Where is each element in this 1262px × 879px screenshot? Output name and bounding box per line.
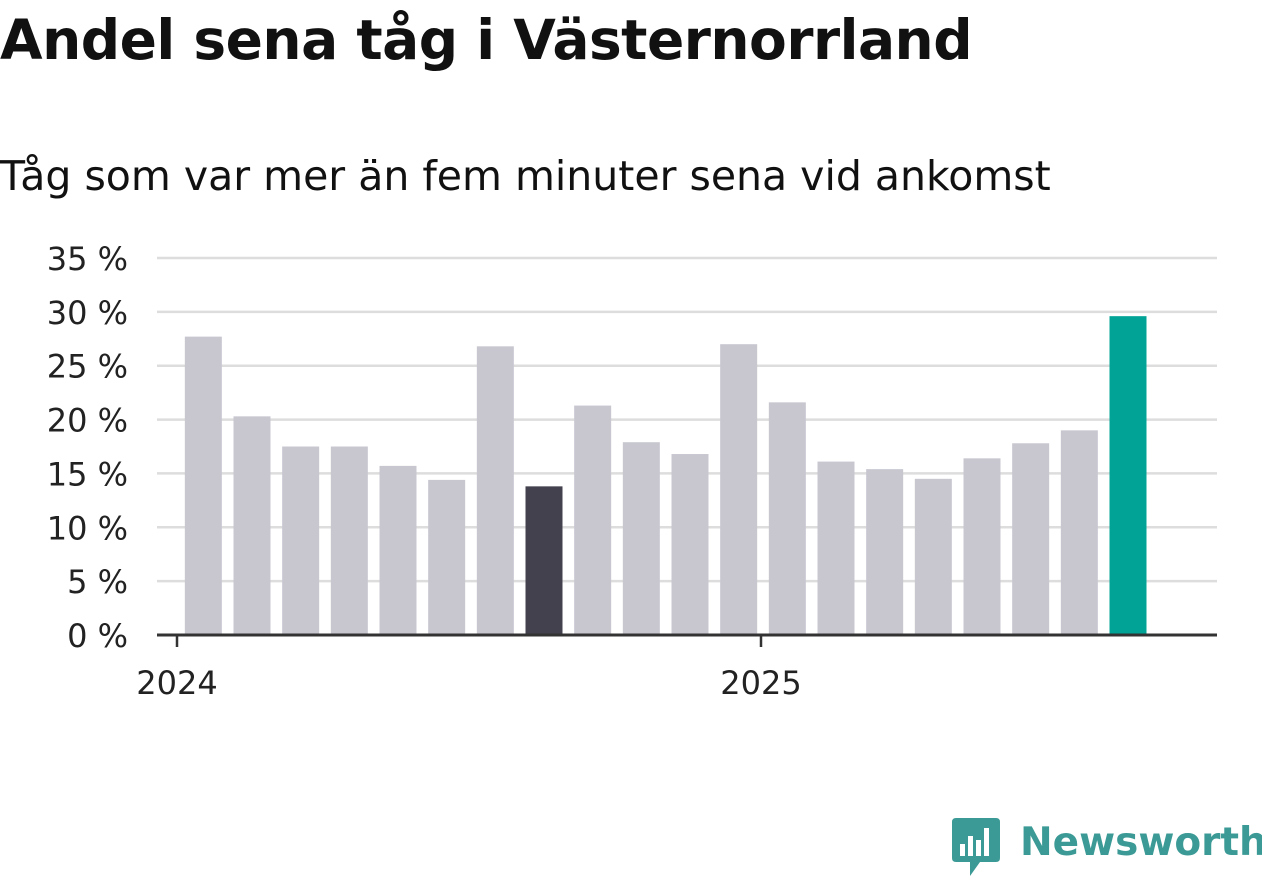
- x-axis-ticks: 2024 2025: [136, 635, 802, 702]
- y-tick-label: 15 %: [47, 455, 128, 493]
- bar: [379, 465, 417, 635]
- newsworthy-logo: Newsworthy: [950, 818, 1262, 878]
- bar: [184, 336, 222, 635]
- y-tick-label: 20 %: [47, 402, 128, 440]
- bar: [914, 478, 952, 635]
- bar: [963, 458, 1001, 635]
- bar: [817, 461, 855, 635]
- bar: [574, 405, 612, 635]
- bars: [184, 316, 1147, 635]
- x-tick-label: 2024: [136, 664, 217, 702]
- y-tick-label: 30 %: [47, 294, 128, 332]
- brand-name: Newsworthy: [1020, 820, 1262, 865]
- bar: [1109, 316, 1147, 635]
- y-tick-label: 0 %: [67, 617, 128, 655]
- bar: [720, 344, 758, 635]
- chart-title: Andel sena tåg i Västernorrland: [0, 8, 973, 72]
- y-axis-ticks: 0 % 5 % 10 % 15 % 20 % 25 % 30 % 35 %: [47, 240, 128, 655]
- bar: [282, 446, 320, 635]
- chart-subtitle: Tåg som var mer än fem minuter sena vid …: [0, 152, 1051, 200]
- bar: [233, 416, 271, 635]
- bar: [866, 469, 904, 635]
- bar: [622, 442, 660, 635]
- bar: [525, 486, 563, 635]
- bar-chart-icon: [952, 818, 1000, 876]
- y-tick-label: 5 %: [67, 563, 128, 601]
- bar: [1060, 430, 1098, 635]
- x-tick-label: 2025: [720, 664, 801, 702]
- y-tick-label: 35 %: [47, 240, 128, 278]
- y-tick-label: 10 %: [47, 509, 128, 547]
- bar: [671, 454, 709, 635]
- bar: [330, 446, 368, 635]
- bar: [1012, 443, 1050, 635]
- bar: [428, 479, 466, 635]
- bar: [768, 402, 806, 635]
- bar: [476, 346, 514, 635]
- y-tick-label: 25 %: [47, 348, 128, 386]
